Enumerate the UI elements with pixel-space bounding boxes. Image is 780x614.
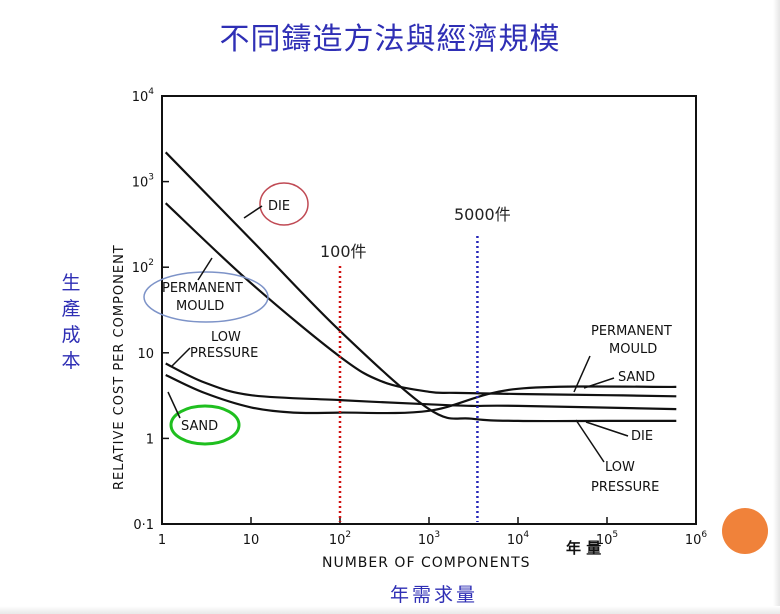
marker-lines bbox=[338, 236, 479, 522]
right-sand-label: SAND bbox=[618, 370, 655, 385]
right-permanent-mould-pointer bbox=[573, 355, 591, 393]
slide-title: 不同鑄造方法與經濟規模 bbox=[219, 22, 561, 57]
right-low-pressure-label-line1: LOW bbox=[605, 460, 635, 475]
series-line-die bbox=[164, 151, 677, 423]
series-line-low-pressure bbox=[165, 362, 677, 411]
sand-label: SAND bbox=[181, 419, 218, 434]
right-permanent-mould-label-line1: PERMANENT bbox=[591, 324, 672, 339]
permanent-mould-highlight-ellipse bbox=[143, 271, 269, 323]
decorative-orange-dot bbox=[722, 508, 768, 554]
die-label: DIE bbox=[268, 199, 290, 214]
right-permanent-mould-label-line2: MOULD bbox=[609, 342, 657, 357]
marker-label-5000: 5000件 bbox=[454, 205, 511, 224]
sand-highlight-ellipse bbox=[169, 404, 241, 446]
low-pressure-label-line2: PRESSURE bbox=[190, 346, 258, 361]
x-tick-label: 103 bbox=[418, 530, 440, 548]
x-tick-label: 104 bbox=[507, 530, 530, 548]
sand-pointer bbox=[167, 391, 181, 419]
die-highlight-circle bbox=[259, 182, 309, 226]
right-sand-pointer bbox=[583, 377, 615, 389]
right-low-pressure-label-line2: PRESSURE bbox=[591, 480, 659, 495]
right-low-pressure-pointer bbox=[575, 419, 605, 463]
y-tick-label: 10 bbox=[137, 347, 154, 362]
right-die-label: DIE bbox=[631, 429, 653, 444]
y-tick-label: 102 bbox=[132, 258, 154, 276]
y-tick-label: 0·1 bbox=[133, 518, 154, 533]
low-pressure-label-line1: LOW bbox=[211, 330, 241, 345]
x-tick-label: 102 bbox=[329, 530, 351, 548]
x-axis-title: NUMBER OF COMPONENTS bbox=[322, 555, 531, 571]
low-pressure-pointer bbox=[171, 347, 191, 367]
y-tick-group: 0·1 1 10 102 103 104 bbox=[132, 87, 169, 533]
x-axis-chinese-label: 年需求量 bbox=[389, 584, 478, 606]
permanent-mould-label-line2: MOULD bbox=[176, 299, 224, 314]
x-tick-label: 10 bbox=[243, 533, 260, 548]
y-axis-title: RELATIVE COST PER COMPONENT bbox=[112, 244, 127, 490]
y-tick-label: 104 bbox=[132, 87, 155, 105]
x-axis-extra-label: 年 量 bbox=[566, 539, 601, 557]
x-tick-label: 106 bbox=[685, 530, 708, 548]
y-axis-chinese-label: 生產成本 bbox=[61, 272, 81, 372]
right-die-pointer bbox=[585, 421, 629, 437]
slide-right-edge bbox=[773, 0, 780, 614]
y-tick-label: 103 bbox=[132, 173, 154, 191]
die-pointer bbox=[243, 205, 263, 219]
slide-bottom-edge bbox=[0, 606, 780, 614]
x-tick-group: 1 10 102 103 104 105 106 bbox=[158, 517, 708, 548]
series-line-permanent-mould bbox=[164, 202, 677, 398]
x-tick-label: 1 bbox=[158, 533, 166, 548]
y-tick-label: 1 bbox=[146, 432, 154, 447]
marker-label-100: 100件 bbox=[320, 242, 367, 261]
permanent-mould-pointer bbox=[197, 257, 213, 281]
permanent-mould-label-line1: PERMANENT bbox=[162, 281, 243, 296]
